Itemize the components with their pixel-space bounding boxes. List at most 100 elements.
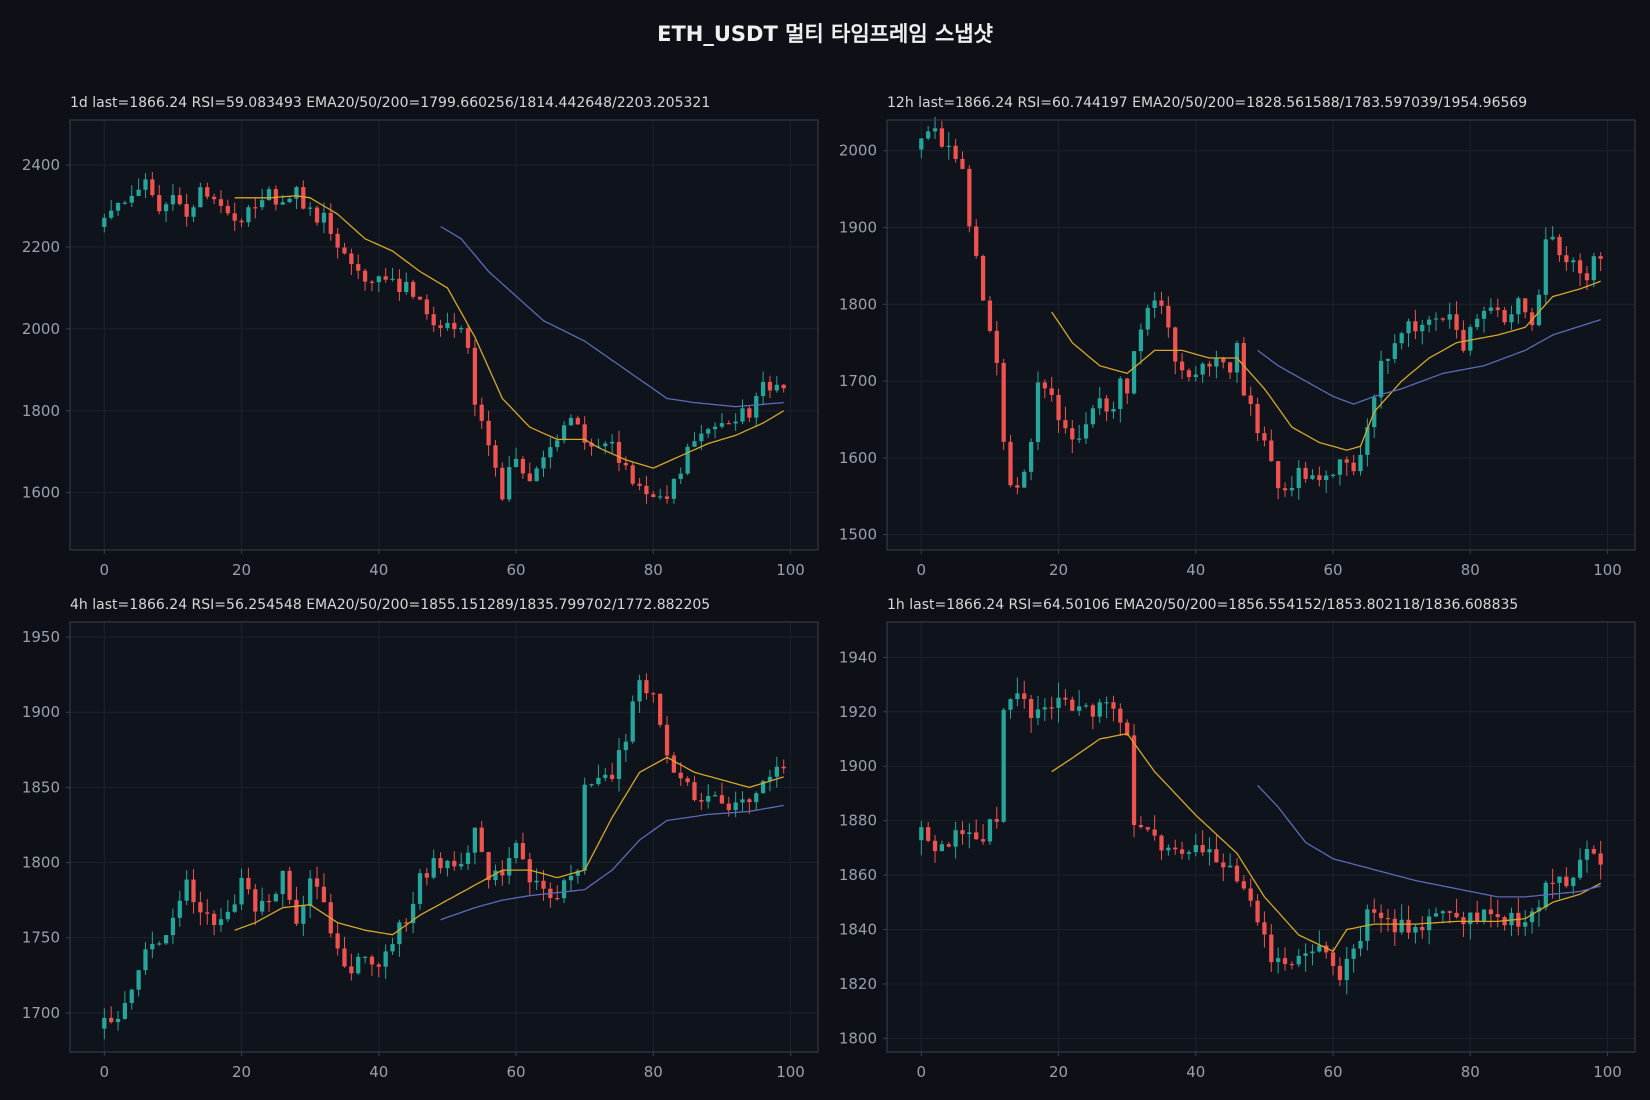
candle-body bbox=[1577, 260, 1583, 274]
candle-body bbox=[582, 784, 587, 871]
candle-body bbox=[1571, 260, 1576, 263]
candle-body bbox=[1502, 310, 1507, 323]
candle-body bbox=[211, 196, 217, 200]
plot-area bbox=[887, 120, 1635, 550]
candle-body bbox=[1296, 467, 1301, 489]
candle-body bbox=[452, 860, 457, 867]
ema20-line bbox=[234, 756, 784, 936]
candle-body bbox=[692, 782, 697, 801]
candle-body bbox=[479, 827, 484, 853]
candle-body bbox=[1427, 319, 1432, 325]
candle-body bbox=[115, 202, 121, 211]
candle-body bbox=[1207, 363, 1212, 367]
candle-body bbox=[1035, 709, 1041, 719]
candle-body bbox=[266, 900, 272, 903]
candle-body bbox=[239, 877, 244, 905]
candle-body bbox=[102, 1017, 107, 1029]
candle-body bbox=[1282, 488, 1288, 491]
candle-body bbox=[266, 189, 272, 201]
candle-body bbox=[919, 138, 924, 150]
candle-body bbox=[568, 417, 574, 426]
candle-body bbox=[1145, 307, 1150, 330]
candle-body bbox=[397, 278, 402, 293]
candle-body bbox=[926, 131, 931, 139]
candle-body bbox=[1193, 845, 1198, 853]
candle-body bbox=[733, 802, 738, 811]
candle-body bbox=[754, 396, 759, 418]
candle-body bbox=[1564, 876, 1569, 887]
candle-body bbox=[1118, 378, 1123, 409]
candle-body bbox=[1440, 318, 1445, 320]
candle-body bbox=[321, 212, 327, 223]
candle-body bbox=[1378, 360, 1384, 398]
candle-body bbox=[1255, 900, 1260, 923]
candle-body bbox=[1241, 343, 1246, 396]
candle-body bbox=[1056, 697, 1061, 708]
candle-body bbox=[534, 468, 539, 482]
candle-body bbox=[376, 964, 381, 967]
candle-body bbox=[1310, 951, 1315, 954]
candle-body bbox=[1344, 459, 1349, 463]
candle-body bbox=[1227, 362, 1233, 373]
x-tick-label: 20 bbox=[1049, 1063, 1068, 1081]
candle-body bbox=[1413, 926, 1418, 933]
candle-body bbox=[1186, 852, 1192, 854]
candle-body bbox=[335, 933, 340, 949]
candle-body bbox=[301, 187, 306, 209]
panel-4h-subtitle: 4h last=1866.24 RSI=56.254548 EMA20/50/2… bbox=[70, 597, 711, 613]
candle-body bbox=[260, 900, 265, 912]
candle-body bbox=[926, 827, 931, 841]
candle-body bbox=[774, 766, 779, 777]
candle-body bbox=[706, 795, 711, 802]
candle-body bbox=[1571, 877, 1576, 887]
candle-body bbox=[417, 296, 423, 300]
x-tick-label: 40 bbox=[369, 561, 388, 579]
candle-body bbox=[143, 179, 148, 190]
candle-body bbox=[987, 819, 993, 842]
x-tick-label: 60 bbox=[1324, 561, 1343, 579]
candle-body bbox=[362, 956, 368, 958]
candle-body bbox=[747, 408, 752, 418]
candle-body bbox=[1337, 965, 1343, 981]
candle-body bbox=[919, 827, 924, 841]
candle-body bbox=[198, 902, 203, 913]
y-tick-label: 1840 bbox=[839, 921, 877, 939]
candle-body bbox=[1035, 382, 1041, 443]
candle-body bbox=[177, 195, 182, 205]
x-tick-label: 100 bbox=[1593, 1063, 1622, 1081]
candle-body bbox=[362, 270, 368, 282]
candle-body bbox=[1207, 849, 1212, 853]
candle-body bbox=[575, 417, 580, 425]
x-tick-label: 20 bbox=[232, 561, 251, 579]
candle-body bbox=[774, 384, 779, 391]
candle-body bbox=[1179, 849, 1185, 854]
candle-body bbox=[1022, 693, 1027, 699]
candle-body bbox=[479, 404, 484, 421]
candle-body bbox=[1028, 698, 1034, 719]
candle-body bbox=[136, 189, 141, 196]
candle-body bbox=[1481, 310, 1487, 319]
candle-body bbox=[308, 878, 313, 906]
x-tick-label: 0 bbox=[917, 1063, 927, 1081]
candle-body bbox=[253, 889, 258, 912]
x-tick-label: 100 bbox=[1593, 561, 1622, 579]
x-tick-label: 20 bbox=[1049, 561, 1068, 579]
candle-body bbox=[1015, 485, 1020, 488]
candle-body bbox=[719, 795, 725, 804]
candle-body bbox=[1042, 707, 1047, 710]
candle-body bbox=[1447, 314, 1452, 320]
y-tick-label: 2000 bbox=[22, 320, 60, 338]
candle-body bbox=[287, 870, 292, 900]
candle-body bbox=[170, 917, 176, 936]
candle-body bbox=[726, 803, 731, 811]
candle-body bbox=[1413, 321, 1418, 332]
candle-body bbox=[410, 903, 416, 924]
candle-body bbox=[1447, 911, 1452, 913]
candle-body bbox=[376, 276, 381, 283]
x-tick-label: 60 bbox=[1324, 1063, 1343, 1081]
candle-body bbox=[1214, 849, 1219, 863]
candle-body bbox=[1523, 298, 1528, 313]
candle-body bbox=[260, 200, 265, 208]
candle-body bbox=[596, 777, 601, 785]
